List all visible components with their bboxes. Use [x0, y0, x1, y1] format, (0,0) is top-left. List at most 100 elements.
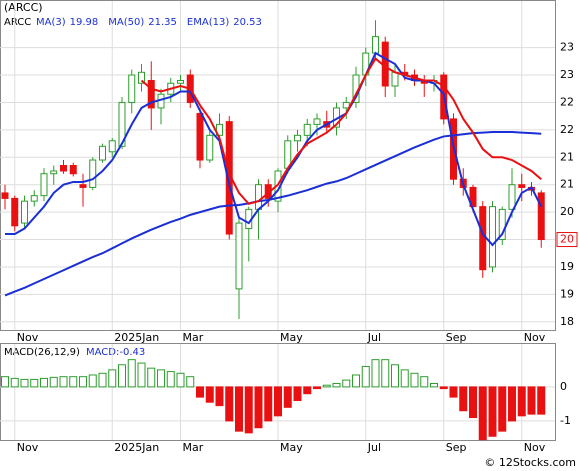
macd-bar — [30, 378, 39, 388]
y-tick-label: 21 — [560, 178, 574, 191]
macd-bar — [274, 386, 282, 417]
candle-body — [1, 192, 9, 199]
x-tick-label: Nov — [524, 331, 546, 344]
legend-name: MA(50) — [108, 17, 144, 28]
macd-bar — [391, 364, 399, 388]
legend-value: 21.35 — [148, 17, 177, 28]
macd-bar — [283, 386, 292, 408]
candle-body — [79, 184, 87, 188]
x-tick-label: Nov — [17, 331, 39, 344]
y-tick-label: 18 — [560, 315, 574, 328]
legend-value: 20.53 — [233, 17, 262, 28]
macd-bar — [488, 386, 497, 437]
candle-body — [128, 74, 136, 103]
candle-body — [89, 159, 97, 188]
y-tick-label: 0 — [560, 380, 567, 393]
x-tick-label: May — [280, 331, 303, 344]
macd-bar — [313, 386, 321, 390]
x-tick-label: Jul — [367, 441, 381, 454]
y-tick-label: 19 — [560, 260, 574, 273]
x-tick-label: Nov — [524, 441, 546, 454]
candle-body — [255, 184, 262, 210]
x-tick-label: 2025Jan — [114, 331, 159, 344]
macd-bar — [410, 372, 419, 388]
macd-bar — [205, 386, 214, 403]
candle-body — [391, 71, 399, 87]
x-tick-label: Jul — [367, 331, 381, 344]
macd-bar — [59, 376, 68, 388]
x-tick-label: May — [280, 441, 303, 454]
macd-bar — [147, 367, 156, 388]
macd-bar — [235, 386, 243, 432]
y-tick-label: -1 — [560, 414, 571, 427]
macd-bar — [332, 382, 341, 388]
candle-body — [469, 186, 477, 208]
candle-body — [69, 165, 77, 175]
candle-body — [30, 195, 38, 202]
macd-bar — [215, 386, 224, 407]
x-tick-label: 2025Jan — [114, 441, 159, 454]
macd-bar — [478, 386, 487, 441]
macd-bar — [79, 376, 87, 388]
macd-bar — [108, 369, 117, 388]
macd-bar — [186, 376, 195, 388]
y-tick-label: 23 — [560, 41, 574, 54]
macd-bar — [40, 377, 48, 388]
candle-body — [537, 192, 545, 241]
macd-bar — [322, 384, 331, 388]
macd-bar — [508, 386, 516, 422]
candle-body — [498, 208, 506, 241]
macd-bar — [371, 359, 380, 388]
legend-name: MA(3) — [36, 17, 66, 28]
y-tick-label: 19 — [560, 287, 574, 300]
macd-bar — [459, 386, 468, 412]
macd-bar — [430, 382, 438, 388]
legend-symbol: ARCC — [4, 17, 31, 28]
candle-body — [216, 123, 223, 136]
candle-body — [50, 170, 58, 175]
candle-body — [177, 80, 184, 84]
macd-bar — [157, 369, 165, 388]
macd-bar — [420, 376, 429, 388]
macd-bar — [527, 386, 536, 415]
candle-body — [138, 71, 145, 84]
macd-bar — [20, 378, 29, 388]
y-tick-label: 22 — [560, 123, 574, 136]
ma-line — [4, 131, 542, 297]
macd-bar — [127, 359, 136, 388]
y-tick-label: 21 — [560, 150, 574, 163]
macd-bar — [244, 386, 253, 434]
macd-bar — [381, 359, 390, 388]
macd-bar — [498, 386, 507, 432]
macd-bar — [342, 379, 351, 388]
macd-bar — [118, 364, 126, 388]
macd-bar — [439, 386, 448, 390]
macd-bar — [176, 372, 185, 388]
candle-body — [196, 112, 204, 161]
y-tick-label: 20 — [560, 205, 574, 218]
last-price-box — [556, 232, 578, 248]
legend-name: EMA(13) — [187, 17, 229, 28]
macd-bar — [98, 372, 107, 388]
watermark: © 12Stocks.com — [484, 456, 576, 469]
macd-bar — [293, 386, 302, 402]
macd-bar — [196, 386, 204, 398]
candle-body — [294, 134, 301, 142]
x-tick-label: Mar — [183, 331, 204, 344]
y-tick-label: 23 — [560, 68, 574, 81]
macd-bar — [1, 376, 9, 388]
x-tick-label: Nov — [17, 441, 39, 454]
macd-bar — [166, 371, 175, 388]
macd-bar — [49, 376, 58, 388]
macd-bar — [449, 386, 458, 398]
macd-bar — [517, 386, 526, 417]
macd-bar — [361, 365, 370, 388]
candle-body — [518, 184, 526, 188]
candle-body — [479, 206, 487, 271]
macd-bar — [88, 374, 97, 388]
macd-bar — [537, 386, 546, 415]
candle-body — [303, 123, 311, 136]
ma-line — [140, 57, 542, 206]
x-tick-label: Sep — [446, 331, 467, 344]
